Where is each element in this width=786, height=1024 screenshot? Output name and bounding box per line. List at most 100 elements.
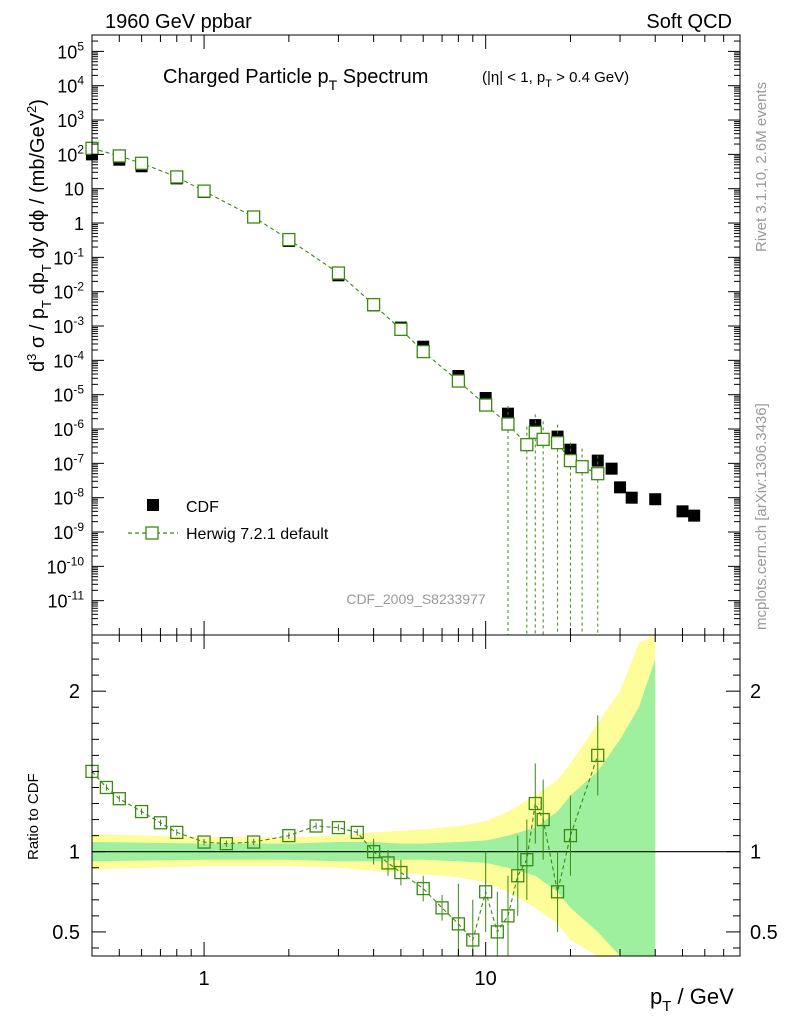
ratio-herwig-point [528, 796, 542, 811]
ratio-herwig-point [331, 820, 346, 835]
x-tick-label: 1 [199, 968, 210, 990]
ratio-data-layer [85, 635, 740, 956]
ratio-y-tick-label: 2 [69, 681, 80, 703]
y-tick-label: 10-10 [47, 554, 85, 577]
y-tick-label: 10-4 [53, 348, 84, 371]
herwig-point [134, 156, 149, 170]
y-tick-label: 10-6 [53, 417, 84, 440]
herwig-point [366, 297, 381, 312]
herwig-point [416, 344, 430, 359]
ratio-axes-layer: 1 10 0.5 0.5 1 1 2 2 [52, 635, 778, 990]
x-axis-label-unit: / GeV [671, 984, 734, 1009]
y-tick-label: 10-2 [53, 280, 84, 303]
y-tick-label: 10 [64, 180, 84, 200]
cdf-point [591, 454, 604, 467]
chart-title-cut-end: > 0.4 GeV) [552, 69, 629, 86]
cdf-point [625, 491, 638, 504]
herwig-point [591, 467, 605, 481]
x-axis-label: pT / GeV [650, 984, 734, 1015]
ratio-herwig-point [134, 804, 149, 819]
ratio-y-tick-label-right: 1 [750, 842, 761, 864]
chart-title-sub: T [329, 77, 338, 93]
herwig-point [451, 374, 466, 388]
herwig-point [563, 453, 578, 468]
ratio-herwig-point [435, 901, 449, 915]
ratio-herwig-point [282, 828, 296, 843]
legend-marker-herwig [145, 526, 159, 540]
herwig-point [575, 460, 589, 474]
main-y-axis-label: d3 σ / pT dpT dy dϕ / (mb/GeV2) [24, 99, 54, 372]
ratio-herwig-point [170, 825, 184, 840]
herwig-line [91, 147, 598, 475]
ratio-herwig-point [219, 837, 234, 851]
herwig-point [282, 232, 296, 247]
ratio-herwig-point [550, 885, 565, 899]
y-tick-label: 10-5 [53, 383, 84, 406]
chart-title-main: Charged Particle p [163, 66, 329, 88]
ratio-herwig-point [350, 825, 364, 840]
ratio-herwig-point [451, 917, 466, 931]
herwig-point [550, 436, 565, 450]
chart-title-cut-main: (|η| < 1, p [482, 69, 545, 86]
ratio-herwig-point [381, 856, 395, 870]
y-tick-label: 10-7 [53, 451, 84, 474]
y-tick-label: 10-11 [48, 589, 85, 612]
x-axis-label-main: p [650, 984, 662, 1009]
y-tick-label: 10-9 [53, 520, 84, 543]
ratio-y-tick-label-right: 0.5 [750, 922, 778, 944]
ratio-herwig-point [153, 816, 168, 830]
x-tick-label: 10 [475, 968, 497, 990]
herwig-point [331, 266, 346, 280]
ratio-herwig-point [479, 885, 493, 899]
ratio-herwig-point [536, 812, 550, 827]
cdf-point [649, 493, 662, 506]
main-axes-layer: 10510410310210110-110-210-310-410-510-61… [47, 34, 741, 636]
ratio-herwig-point [466, 933, 480, 947]
rivet-version-label: Rivet 3.1.10, 2.6M events [753, 82, 770, 252]
analysis-label: CDF_2009_S8233977 [346, 591, 486, 607]
main-data-layer [85, 141, 701, 635]
y-tick-label: 104 [57, 74, 84, 97]
header-category-label: Soft QCD [646, 11, 732, 33]
cdf-point [688, 509, 701, 522]
ratio-herwig-point [511, 869, 525, 883]
ratio-herwig-point [563, 828, 578, 843]
ratio-herwig-point [309, 819, 323, 833]
y-tick-label: 10-8 [53, 486, 84, 509]
y-tick-label: 105 [57, 39, 84, 62]
header-energy-label: 1960 GeV ppbar [105, 11, 252, 33]
herwig-point [394, 322, 408, 337]
x-axis-label-sub: T [662, 998, 671, 1015]
ratio-panel: 1 10 0.5 0.5 1 1 2 2 Ratio to CDF [25, 634, 778, 990]
ratio-herwig-point [247, 835, 261, 849]
ratio-herwig-point [591, 748, 605, 763]
y-tick-label: 10-1 [53, 245, 84, 268]
herwig-point [197, 184, 211, 198]
herwig-point [520, 438, 534, 452]
y-tick-label: 1 [74, 214, 84, 234]
ratio-y-axis-label: Ratio to CDF [25, 773, 42, 860]
ratio-herwig-point [197, 835, 211, 849]
ratio-herwig-point [520, 853, 534, 867]
cdf-point [676, 505, 689, 518]
cdf-point [605, 462, 618, 475]
herwig-point [536, 432, 550, 447]
y-tick-label: 102 [57, 142, 84, 165]
ratio-herwig-point [112, 792, 126, 806]
cdf-point [614, 481, 627, 494]
ratio-y-tick-label: 1 [69, 842, 80, 864]
ratio-herwig-point [99, 780, 114, 795]
y-tick-label: 103 [57, 108, 84, 131]
y-tick-label: 10-3 [53, 314, 84, 337]
chart-title-cut-sub: T [545, 78, 552, 90]
ratio-herwig-point [501, 909, 515, 923]
ratio-band-inner [92, 659, 656, 956]
ratio-herwig-point [366, 845, 381, 859]
legend-marker-cdf [147, 499, 159, 511]
ratio-band-outer [92, 635, 656, 956]
main-panel: 10510410310210110-110-210-310-410-510-61… [24, 34, 741, 636]
ratio-y-tick-label-right: 2 [750, 681, 761, 703]
herwig-point [112, 149, 126, 163]
herwig-point [479, 398, 493, 412]
